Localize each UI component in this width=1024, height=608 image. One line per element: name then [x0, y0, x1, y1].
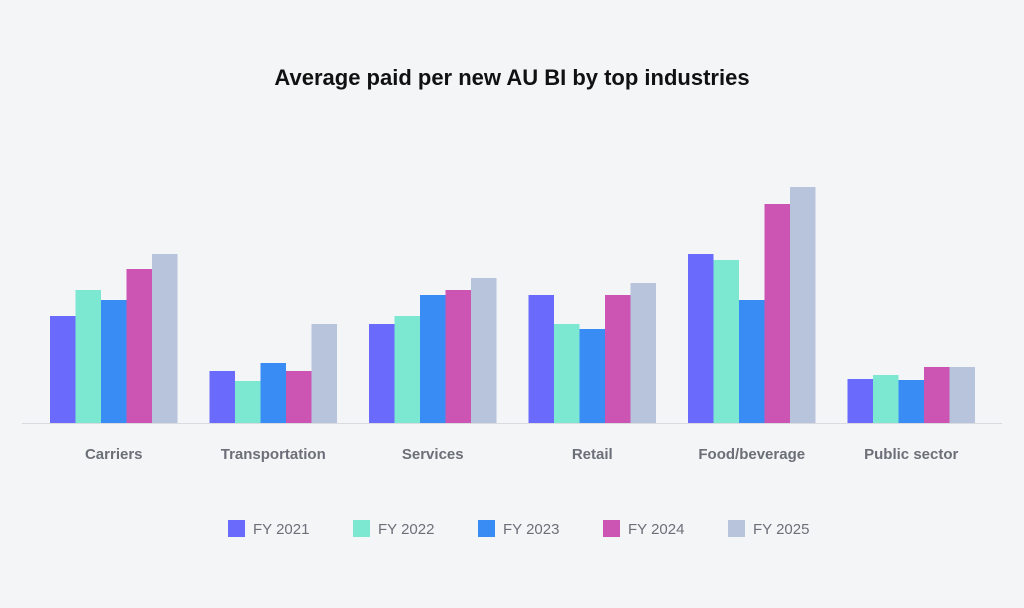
bar-services-fy-2022 — [394, 316, 420, 423]
bar-retail-fy-2024 — [605, 295, 631, 423]
bar-retail-fy-2021 — [528, 295, 554, 423]
bar-carriers-fy-2023 — [101, 300, 127, 423]
legend-swatch-fy-2023 — [478, 520, 495, 537]
legend-swatch-fy-2022 — [353, 520, 370, 537]
category-label-carriers: Carriers — [85, 446, 143, 463]
bar-transportation-fy-2025 — [311, 324, 337, 423]
legend-label-fy-2021: FY 2021 — [253, 521, 309, 538]
bar-transportation-fy-2024 — [286, 371, 312, 423]
bar-food-beverage-fy-2022 — [713, 260, 739, 423]
bar-food-beverage-fy-2025 — [790, 187, 816, 423]
bar-services-fy-2023 — [420, 295, 446, 423]
bar-carriers-fy-2024 — [126, 269, 152, 423]
legend-label-fy-2022: FY 2022 — [378, 521, 434, 538]
bar-retail-fy-2025 — [630, 283, 656, 423]
bar-services-fy-2021 — [369, 324, 395, 423]
legend: FY 2021 FY 2022 FY 2023 FY 2024 FY 2025 — [228, 520, 809, 538]
bar-public-sector-fy-2023 — [898, 380, 924, 423]
bar-public-sector-fy-2022 — [873, 375, 899, 423]
legend-label-fy-2025: FY 2025 — [753, 521, 809, 538]
chart-title: Average paid per new AU BI by top indust… — [274, 65, 749, 90]
bar-transportation-fy-2023 — [260, 363, 286, 423]
legend-swatch-fy-2021 — [228, 520, 245, 537]
legend-label-fy-2023: FY 2023 — [503, 521, 559, 538]
bar-transportation-fy-2021 — [209, 371, 235, 423]
bar-public-sector-fy-2024 — [924, 367, 950, 423]
bar-public-sector-fy-2021 — [847, 379, 873, 423]
bar-transportation-fy-2022 — [235, 381, 261, 423]
bar-public-sector-fy-2025 — [949, 367, 975, 423]
bar-services-fy-2025 — [471, 278, 497, 423]
category-label-services: Services — [402, 446, 464, 463]
category-label-food-beverage: Food/beverage — [698, 446, 805, 463]
category-label-retail: Retail — [572, 446, 613, 463]
bar-food-beverage-fy-2021 — [688, 254, 714, 423]
category-labels: Carriers Transportation Services Retail Food… — [85, 446, 959, 463]
bars-group — [50, 187, 975, 423]
bar-retail-fy-2022 — [554, 324, 580, 423]
category-label-transportation: Transportation — [221, 446, 326, 463]
category-label-public-sector: Public sector — [864, 446, 958, 463]
legend-swatch-fy-2025 — [728, 520, 745, 537]
bar-carriers-fy-2025 — [152, 254, 178, 423]
legend-label-fy-2024: FY 2024 — [628, 521, 684, 538]
legend-swatch-fy-2024 — [603, 520, 620, 537]
bar-retail-fy-2023 — [579, 329, 605, 423]
bar-services-fy-2024 — [445, 290, 471, 423]
bar-food-beverage-fy-2023 — [739, 300, 765, 423]
bar-carriers-fy-2022 — [75, 290, 101, 423]
bar-food-beverage-fy-2024 — [764, 204, 790, 423]
bar-carriers-fy-2021 — [50, 316, 76, 423]
